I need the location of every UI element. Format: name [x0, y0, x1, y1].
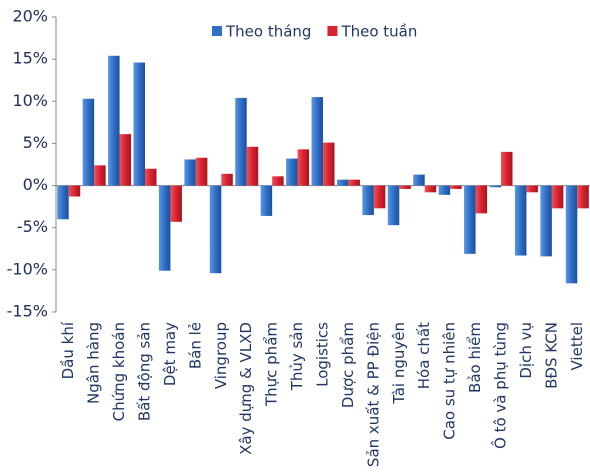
bar [438, 185, 451, 195]
x-tick-label: Tài nguyên [390, 322, 408, 405]
bar [540, 185, 552, 257]
y-tick-label: 15% [12, 49, 48, 68]
bar [82, 98, 95, 186]
bar [424, 185, 437, 193]
bar [158, 185, 171, 271]
x-tick-label: Vingroup [212, 322, 230, 389]
bar [362, 185, 374, 216]
bar [297, 149, 310, 186]
bar [565, 185, 578, 284]
x-tick-label: Dược phẩm [339, 322, 357, 408]
legend-swatch [212, 26, 222, 36]
y-tick-label: -15% [7, 302, 48, 321]
bar [246, 146, 259, 186]
bar [286, 158, 298, 186]
x-tick-label: Xây dựng & VLXD [237, 322, 255, 455]
bar [464, 185, 476, 254]
bar [526, 185, 538, 193]
y-tick-label: 10% [12, 91, 48, 110]
x-tick-label: Chứng khoán [110, 322, 128, 421]
legend-label: Theo tháng [225, 23, 311, 41]
x-tick-label: Logistics [314, 322, 332, 387]
bar [551, 185, 564, 209]
y-tick-label: 0% [23, 175, 48, 194]
bar [475, 185, 488, 214]
bar [94, 165, 106, 186]
bar [336, 179, 349, 186]
x-tick-label: Dệt may [161, 322, 179, 386]
y-tick-label: -10% [7, 259, 48, 278]
bar [108, 55, 120, 186]
bar [260, 185, 273, 216]
x-tick-label: Thủy sản [288, 322, 306, 391]
legend-swatch [327, 26, 338, 36]
x-tick-label: Thực phẩm [263, 322, 281, 407]
bar [57, 185, 69, 220]
bar [399, 185, 411, 189]
x-tick-label: Dầu khí [59, 321, 77, 379]
bar [184, 159, 196, 186]
x-tick-label: Ngân hàng [85, 322, 103, 404]
bar [373, 185, 386, 209]
x-tick-label: Sản xuất & PP Điện [364, 322, 382, 467]
x-tick-label: Dịch vụ [517, 322, 535, 379]
bar [221, 173, 233, 186]
bar [323, 142, 335, 186]
legend-label: Theo tuần [340, 23, 417, 41]
bar [235, 97, 247, 186]
x-tick-label: Viettel [568, 322, 586, 371]
bar [170, 185, 182, 222]
bar [413, 174, 425, 186]
bar [272, 176, 284, 186]
y-tick-label: -5% [17, 217, 48, 236]
bar [145, 168, 157, 186]
x-tick-label: Ô tô và phụ tùng [491, 322, 510, 449]
bar [209, 185, 222, 274]
bar [133, 62, 145, 186]
bar [489, 185, 501, 188]
bar [514, 185, 527, 256]
x-tick-label: Cao su tự nhiên [441, 322, 459, 440]
y-tick-label: 20% [12, 7, 48, 26]
x-tick-label: Bất động sản [136, 322, 154, 421]
bar [387, 185, 400, 226]
bar [119, 134, 132, 186]
bar [577, 185, 589, 209]
bar [348, 179, 360, 186]
x-tick-label: Hóa chất [415, 322, 433, 389]
x-tick-label: Bán lẻ [186, 322, 204, 369]
bar [311, 97, 323, 186]
x-tick-label: BĐS KCN [542, 322, 560, 389]
x-tick-label: Bảo hiểm [466, 322, 484, 393]
bar [195, 157, 208, 186]
y-tick-label: 5% [23, 133, 48, 152]
bar [68, 185, 81, 197]
bar [450, 185, 462, 189]
bar [501, 151, 513, 186]
